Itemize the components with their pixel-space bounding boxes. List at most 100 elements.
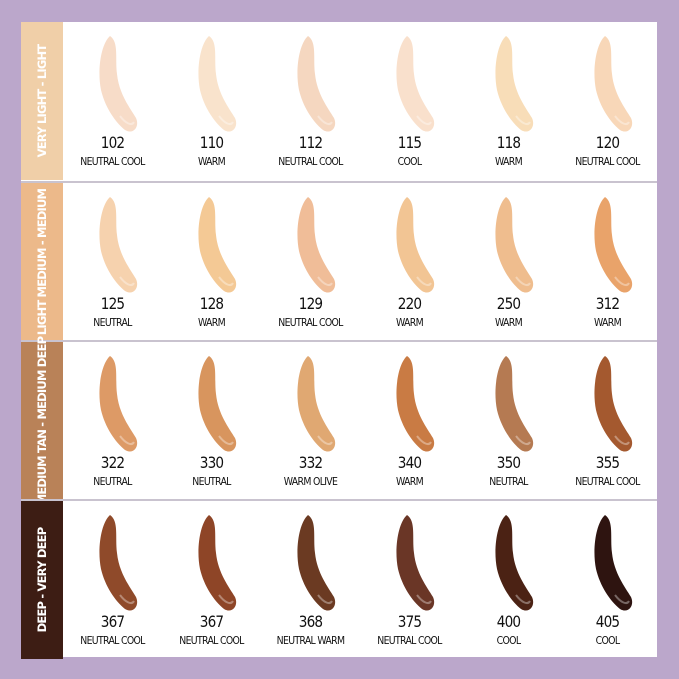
shade-item: 115 COOL xyxy=(360,22,459,180)
shade-item: 125 NEUTRAL xyxy=(63,183,162,341)
shade-item: 368 NEUTRAL WARM xyxy=(261,501,360,659)
shade-number: 400 xyxy=(496,612,521,631)
category-band: MEDIUM TAN - MEDIUM DEEP xyxy=(21,337,63,505)
shade-undertone: COOL xyxy=(397,155,422,168)
shade-item: 312 WARM xyxy=(558,183,657,341)
shade-number: 110 xyxy=(199,133,224,152)
shade-swatch xyxy=(198,197,237,293)
shade-undertone: WARM xyxy=(198,316,226,329)
shade-row: DEEP - VERY DEEP 367 NEUTRAL COOL 367 NEUTRA… xyxy=(21,499,657,659)
shade-swatch xyxy=(396,36,435,132)
shade-swatch xyxy=(99,36,138,132)
shade-undertone: NEUTRAL xyxy=(93,316,132,329)
shade-row: VERY LIGHT - LIGHT 102 NEUTRAL COOL 110 WARM… xyxy=(21,22,657,180)
shade-item: 375 NEUTRAL COOL xyxy=(360,501,459,659)
shade-item: 118 WARM xyxy=(459,22,558,180)
shade-number: 250 xyxy=(496,294,521,313)
shade-number: 332 xyxy=(298,453,323,472)
shade-swatch xyxy=(396,515,435,611)
shade-item: 405 COOL xyxy=(558,501,657,659)
shade-swatch xyxy=(594,515,633,611)
category-label: DEEP - VERY DEEP xyxy=(35,527,49,633)
shade-number: 340 xyxy=(397,453,422,472)
shade-number: 125 xyxy=(100,294,125,313)
shade-swatch xyxy=(594,36,633,132)
shade-number: 115 xyxy=(397,133,422,152)
shade-undertone: NEUTRAL xyxy=(192,475,231,488)
shade-undertone: NEUTRAL xyxy=(489,475,528,488)
category-band: VERY LIGHT - LIGHT xyxy=(21,22,63,180)
shade-item: 330 NEUTRAL xyxy=(162,342,261,500)
shade-number: 129 xyxy=(298,294,323,313)
shade-item: 340 WARM xyxy=(360,342,459,500)
shade-number: 112 xyxy=(298,133,323,152)
shade-swatch xyxy=(297,36,336,132)
shade-undertone: COOL xyxy=(496,634,521,647)
shade-swatch xyxy=(198,356,237,452)
shade-undertone: WARM xyxy=(396,316,424,329)
category-band: LIGHT MEDIUM - MEDIUM xyxy=(21,183,63,341)
shade-swatch xyxy=(198,36,237,132)
shade-undertone: WARM xyxy=(594,316,622,329)
shade-item: 120 NEUTRAL COOL xyxy=(558,22,657,180)
shade-number: 368 xyxy=(298,612,323,631)
shade-item: 400 COOL xyxy=(459,501,558,659)
shade-item: 322 NEUTRAL xyxy=(63,342,162,500)
shade-number: 367 xyxy=(199,612,224,631)
category-label: LIGHT MEDIUM - MEDIUM xyxy=(35,188,49,336)
shade-undertone: WARM xyxy=(495,155,523,168)
shade-swatch xyxy=(594,197,633,293)
shade-undertone: NEUTRAL COOL xyxy=(377,634,442,647)
shade-swatch xyxy=(99,515,138,611)
shade-undertone: WARM xyxy=(396,475,424,488)
shade-number: 118 xyxy=(496,133,521,152)
shade-number: 375 xyxy=(397,612,422,631)
shade-undertone: NEUTRAL COOL xyxy=(278,155,343,168)
shade-number: 330 xyxy=(199,453,224,472)
shade-item: 110 WARM xyxy=(162,22,261,180)
shade-undertone: NEUTRAL COOL xyxy=(80,155,145,168)
shade-undertone: NEUTRAL COOL xyxy=(80,634,145,647)
shade-swatch xyxy=(297,515,336,611)
shade-undertone: NEUTRAL COOL xyxy=(278,316,343,329)
shade-number: 220 xyxy=(397,294,422,313)
shade-row: MEDIUM TAN - MEDIUM DEEP 322 NEUTRAL 330 NEU… xyxy=(21,337,657,505)
category-label: MEDIUM TAN - MEDIUM DEEP xyxy=(35,336,49,506)
shade-swatch xyxy=(198,515,237,611)
shade-undertone: NEUTRAL xyxy=(93,475,132,488)
shade-number: 350 xyxy=(496,453,521,472)
shade-undertone: WARM OLIVE xyxy=(283,475,338,488)
shade-number: 355 xyxy=(595,453,620,472)
shade-item: 112 NEUTRAL COOL xyxy=(261,22,360,180)
shade-item: 332 WARM OLIVE xyxy=(261,342,360,500)
shade-number: 120 xyxy=(595,133,620,152)
shade-number: 367 xyxy=(100,612,125,631)
shade-undertone: COOL xyxy=(595,634,620,647)
shade-swatch xyxy=(495,515,534,611)
shade-swatch xyxy=(396,197,435,293)
shade-undertone: NEUTRAL COOL xyxy=(575,155,640,168)
shade-swatch xyxy=(495,197,534,293)
shade-swatch xyxy=(495,356,534,452)
shade-number: 405 xyxy=(595,612,620,631)
shade-number: 312 xyxy=(595,294,620,313)
shade-item: 129 NEUTRAL COOL xyxy=(261,183,360,341)
shade-item: 355 NEUTRAL COOL xyxy=(558,342,657,500)
category-label: VERY LIGHT - LIGHT xyxy=(35,44,49,158)
shade-number: 102 xyxy=(100,133,125,152)
shade-undertone: NEUTRAL COOL xyxy=(179,634,244,647)
shade-item: 250 WARM xyxy=(459,183,558,341)
shade-number: 322 xyxy=(100,453,125,472)
shade-item: 367 NEUTRAL COOL xyxy=(63,501,162,659)
shade-undertone: WARM xyxy=(198,155,226,168)
shade-swatch xyxy=(297,356,336,452)
shade-undertone: NEUTRAL WARM xyxy=(276,634,345,647)
shade-swatch xyxy=(396,356,435,452)
shade-undertone: NEUTRAL COOL xyxy=(575,475,640,488)
shade-number: 128 xyxy=(199,294,224,313)
shade-swatch xyxy=(594,356,633,452)
shade-item: 220 WARM xyxy=(360,183,459,341)
shade-swatch xyxy=(99,197,138,293)
category-band: DEEP - VERY DEEP xyxy=(21,501,63,659)
shade-item: 102 NEUTRAL COOL xyxy=(63,22,162,180)
